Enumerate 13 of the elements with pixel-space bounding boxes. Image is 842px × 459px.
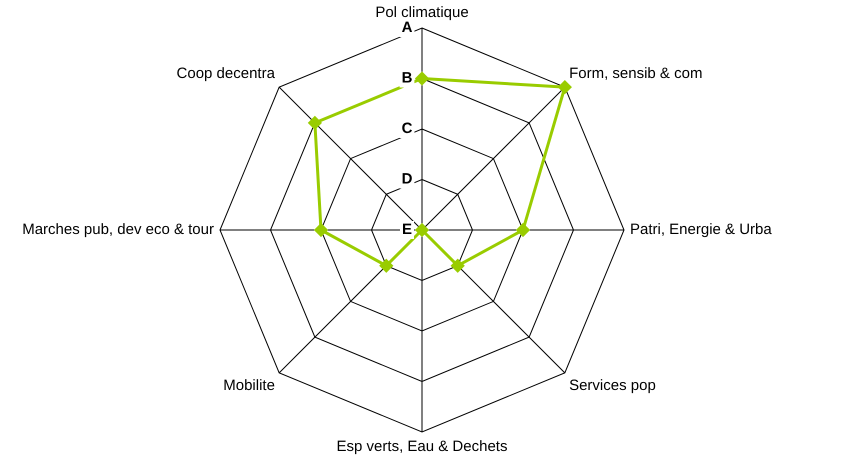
y-tick-label: E bbox=[402, 221, 412, 238]
y-tick-label: D bbox=[402, 170, 413, 188]
y-tick-label: A bbox=[402, 19, 413, 36]
spoke-label: Pol climatique bbox=[375, 4, 469, 22]
y-tick-label: C bbox=[402, 120, 413, 138]
spoke-label: Coop decentra bbox=[176, 65, 276, 82]
y-tick-label: B bbox=[402, 70, 413, 87]
spoke-label: Patri, Energie & Urba bbox=[630, 221, 772, 238]
spoke-label: Services pop bbox=[569, 377, 656, 394]
spoke-label: Mobilite bbox=[223, 377, 275, 394]
spoke-label: Form, sensib & com bbox=[569, 65, 702, 82]
spoke-label: Marches pub, dev eco & tour bbox=[22, 221, 214, 238]
spoke-label: Esp verts, Eau & Dechets bbox=[336, 438, 508, 456]
